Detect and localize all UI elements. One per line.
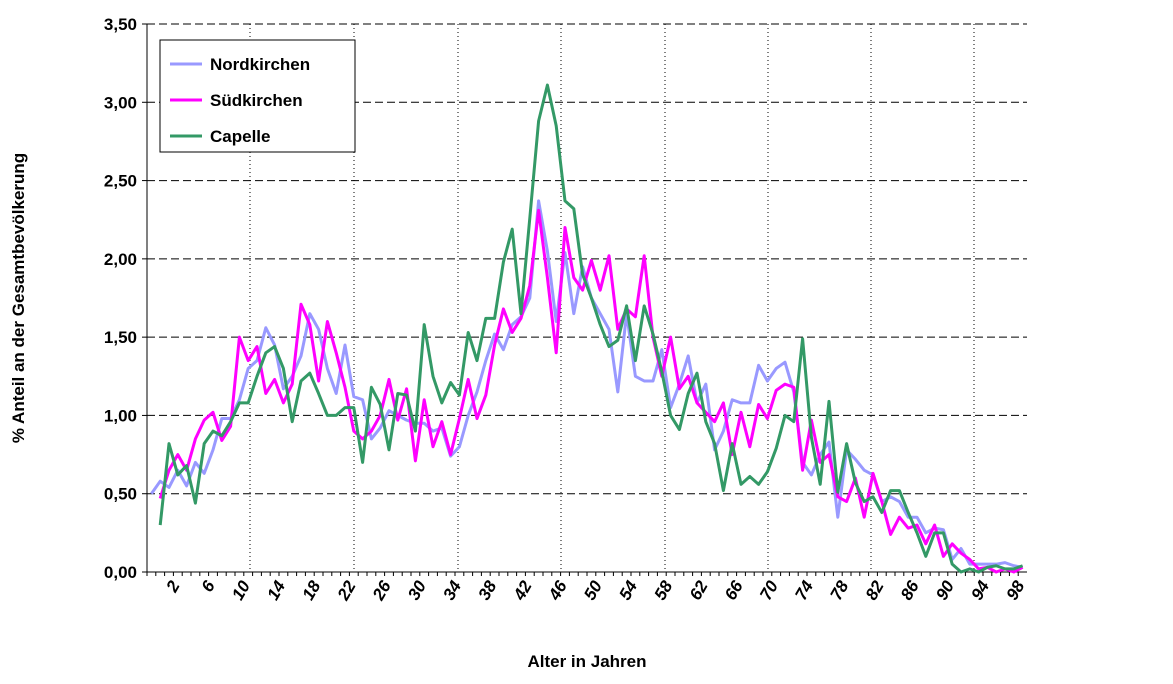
x-tick-label: 42 — [509, 577, 536, 604]
x-tick-label: 54 — [615, 577, 641, 603]
x-tick-label: 62 — [686, 577, 712, 603]
x-tick-label: 30 — [404, 577, 430, 603]
series-line — [150, 199, 1023, 569]
y-tick-label: 3,50 — [104, 15, 137, 34]
x-tick-label: 46 — [544, 577, 571, 604]
x-tick-label: 78 — [827, 577, 853, 603]
x-tick-label: 50 — [580, 577, 606, 603]
y-tick-label: 3,00 — [104, 93, 137, 112]
x-tick-label: 22 — [333, 577, 360, 604]
y-tick-label: 0,50 — [104, 485, 137, 504]
x-tick-label: 10 — [228, 577, 254, 603]
y-tick-label: 2,50 — [104, 172, 137, 191]
x-tick-label: 14 — [263, 577, 289, 603]
x-tick-label: 94 — [967, 577, 993, 603]
legend-box — [159, 39, 356, 153]
y-tick-label: 1,00 — [104, 406, 137, 425]
x-tick-label: 98 — [1003, 577, 1029, 603]
x-tick-label: 6 — [198, 577, 219, 595]
x-tick-label: 34 — [439, 577, 465, 603]
x-tick-label: 70 — [756, 577, 782, 603]
y-tick-label: 2,00 — [104, 250, 137, 269]
y-tick-label: 1,50 — [104, 328, 137, 347]
x-tick-label: 18 — [299, 577, 325, 603]
x-tick-label: 26 — [368, 577, 395, 604]
x-tick-label: 66 — [721, 577, 747, 603]
vertical-grid — [249, 24, 975, 572]
y-axis-title: % Anteil an der Gesamtbevölkerung — [9, 153, 28, 443]
legend-label: Südkirchen — [210, 91, 303, 110]
legend: Nordkirchen Südkirchen Capelle — [159, 39, 356, 153]
x-tick-label: 2 — [162, 577, 184, 596]
y-tick-label: 0,00 — [104, 563, 137, 582]
legend-label: Capelle — [210, 127, 270, 146]
x-axis-title: Alter in Jahren — [527, 652, 646, 671]
x-tick-label: 74 — [791, 577, 817, 603]
x-tick-label: 90 — [932, 577, 958, 603]
x-tick-label: 82 — [862, 577, 888, 603]
x-tick-label: 38 — [475, 577, 501, 603]
series-line — [158, 83, 1024, 574]
series-line — [158, 208, 1024, 574]
x-tick-label: 58 — [651, 577, 677, 603]
x-tick-label: 86 — [897, 577, 923, 603]
legend-label: Nordkirchen — [210, 55, 310, 74]
